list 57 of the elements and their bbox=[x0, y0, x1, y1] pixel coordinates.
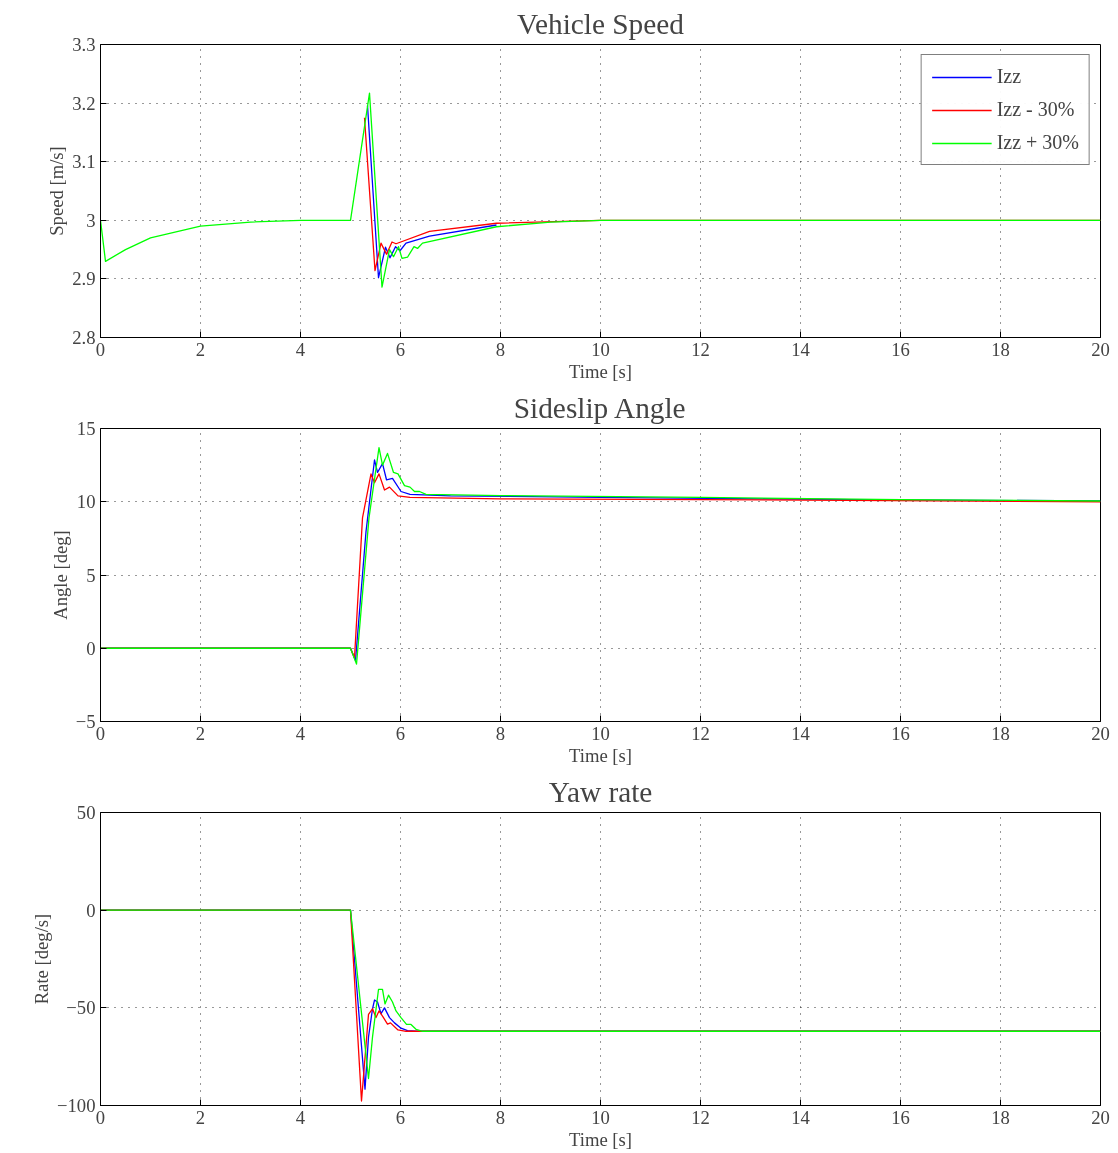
x-tick-label: 12 bbox=[691, 1106, 710, 1128]
x-tick-label: 16 bbox=[891, 1106, 910, 1128]
x-tick-label: 12 bbox=[691, 338, 710, 360]
x-tick-label: 14 bbox=[791, 722, 811, 744]
x-tick-label: 16 bbox=[891, 722, 910, 744]
y-axis-title: Angle [deg] bbox=[49, 530, 71, 620]
y-tick-label: 0 bbox=[86, 637, 96, 659]
x-tick-label: 4 bbox=[295, 338, 306, 360]
y-tick-label: 5 bbox=[86, 564, 96, 586]
y-axis-title: Speed [m/s] bbox=[46, 146, 68, 236]
y-tick-label: 2.9 bbox=[72, 268, 96, 290]
y-tick-label: 3 bbox=[86, 209, 96, 231]
x-tick-label: 20 bbox=[1091, 1106, 1110, 1128]
y-tick-label: 2.8 bbox=[72, 327, 96, 348]
x-tick-label: 14 bbox=[791, 338, 811, 360]
x-tick-label: 2 bbox=[195, 1106, 206, 1128]
x-tick-label: 20 bbox=[1091, 338, 1110, 360]
x-tick-label: 16 bbox=[891, 338, 910, 360]
legend-label: Izz + 30% bbox=[996, 131, 1079, 154]
x-tick-label: 8 bbox=[495, 722, 506, 744]
y-tick-label: 3.2 bbox=[72, 92, 96, 114]
x-tick-label: 6 bbox=[395, 338, 406, 360]
y-axis-title: Rate [deg/s] bbox=[30, 913, 52, 1005]
x-tick-label: 4 bbox=[295, 1106, 306, 1128]
x-tick-label: 8 bbox=[495, 1106, 506, 1128]
y-tick-label: 3.3 bbox=[72, 34, 96, 55]
x-tick-label: 10 bbox=[591, 338, 610, 360]
chart-title: Yaw rate bbox=[548, 775, 653, 808]
x-tick-label: 2 bbox=[195, 722, 206, 744]
chart-title: Sideslip Angle bbox=[513, 391, 686, 424]
y-tick-label: 15 bbox=[76, 418, 96, 439]
x-axis-title: Time [s] bbox=[568, 1128, 633, 1150]
x-axis-title: Time [s] bbox=[568, 744, 633, 766]
chart-title: Vehicle Speed bbox=[517, 7, 685, 40]
y-tick-label: −100 bbox=[56, 1095, 96, 1116]
x-tick-label: 4 bbox=[295, 722, 306, 744]
x-tick-label: 10 bbox=[591, 1106, 610, 1128]
y-tick-label: 3.1 bbox=[72, 151, 96, 173]
y-tick-label: 10 bbox=[76, 491, 96, 513]
x-tick-label: 14 bbox=[791, 1106, 811, 1128]
y-tick-label: 50 bbox=[76, 802, 96, 823]
legend-label: Izz - 30% bbox=[996, 98, 1075, 121]
legend-label: Izz bbox=[996, 65, 1022, 88]
y-tick-label: −5 bbox=[75, 711, 96, 732]
x-tick-label: 18 bbox=[991, 722, 1010, 744]
x-tick-label: 6 bbox=[395, 1106, 406, 1128]
x-tick-label: 18 bbox=[991, 1106, 1010, 1128]
x-tick-label: 12 bbox=[691, 722, 710, 744]
x-tick-label: 2 bbox=[195, 338, 206, 360]
x-tick-label: 20 bbox=[1091, 722, 1110, 744]
x-tick-label: 8 bbox=[495, 338, 506, 360]
x-tick-label: 10 bbox=[591, 722, 610, 744]
x-tick-label: 18 bbox=[991, 338, 1010, 360]
x-tick-label: 6 bbox=[395, 722, 406, 744]
y-tick-label: −50 bbox=[66, 997, 96, 1019]
y-tick-label: 0 bbox=[86, 899, 96, 921]
x-axis-title: Time [s] bbox=[568, 360, 633, 382]
